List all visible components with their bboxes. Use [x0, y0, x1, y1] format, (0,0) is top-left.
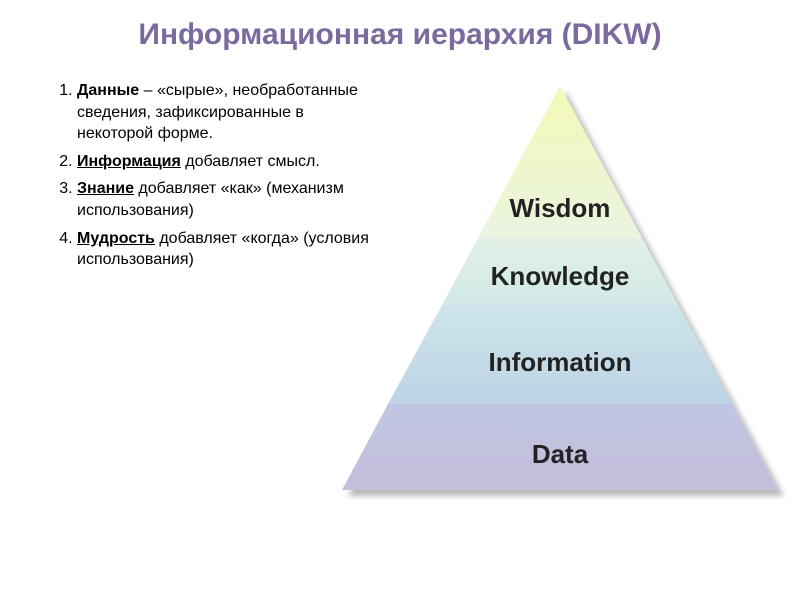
- pyramid-label-information: Information: [489, 347, 632, 377]
- list-item: Знание добавляет «как» (механизм использ…: [77, 178, 370, 221]
- pyramid-container: Wisdom Knowledge Information Data: [370, 80, 770, 520]
- pyramid-label-data: Data: [532, 439, 589, 469]
- list-item-term: Данные: [77, 82, 139, 99]
- list-item: Данные – «сырые», необработанные сведени…: [77, 80, 370, 145]
- list-item: Мудрость добавляет «когда» (условия испо…: [77, 228, 370, 271]
- definition-list-container: Данные – «сырые», необработанные сведени…: [55, 80, 370, 277]
- list-item-term: Мудрость: [77, 230, 155, 247]
- list-item-term: Знание: [77, 180, 134, 197]
- list-item: Информация добавляет смысл.: [77, 151, 370, 173]
- pyramid-label-knowledge: Knowledge: [491, 261, 630, 291]
- list-item-term: Информация: [77, 153, 181, 170]
- definition-list: Данные – «сырые», необработанные сведени…: [55, 80, 370, 271]
- list-item-rest: добавляет смысл.: [181, 153, 320, 170]
- pyramid-label-wisdom: Wisdom: [510, 193, 611, 223]
- content-row: Данные – «сырые», необработанные сведени…: [0, 52, 800, 520]
- page-title: Информационная иерархия (DIKW): [0, 0, 800, 52]
- dikw-pyramid: Wisdom Knowledge Information Data: [330, 80, 790, 500]
